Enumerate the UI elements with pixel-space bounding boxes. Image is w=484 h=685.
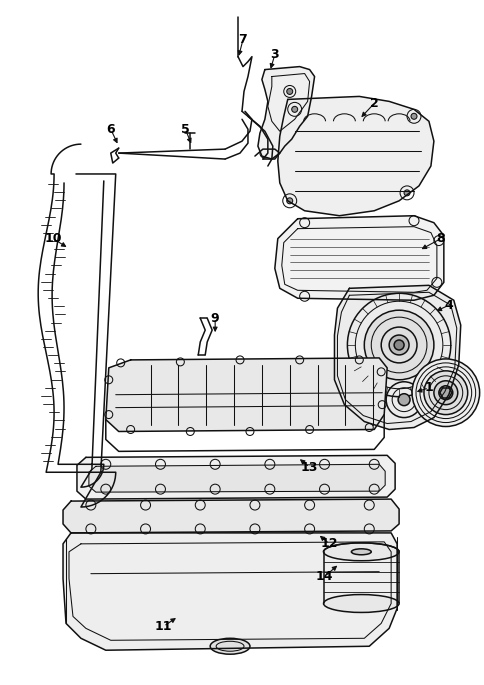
Polygon shape <box>106 358 386 432</box>
Polygon shape <box>89 464 384 492</box>
Text: 4: 4 <box>443 299 452 312</box>
Text: 11: 11 <box>154 620 172 633</box>
Text: 10: 10 <box>44 232 62 245</box>
Text: 7: 7 <box>238 34 247 47</box>
Circle shape <box>410 113 416 119</box>
Ellipse shape <box>323 595 398 612</box>
Circle shape <box>286 88 292 95</box>
Circle shape <box>438 386 452 399</box>
Polygon shape <box>257 66 314 159</box>
Circle shape <box>286 198 292 204</box>
Polygon shape <box>63 533 396 650</box>
Text: 9: 9 <box>211 312 219 325</box>
Polygon shape <box>77 456 394 499</box>
Circle shape <box>423 371 467 414</box>
Circle shape <box>291 106 297 112</box>
Ellipse shape <box>350 549 370 555</box>
Circle shape <box>433 381 457 405</box>
Polygon shape <box>277 97 433 216</box>
Polygon shape <box>63 499 398 533</box>
Circle shape <box>388 335 408 355</box>
Text: 12: 12 <box>320 537 337 550</box>
Ellipse shape <box>210 638 249 654</box>
Ellipse shape <box>323 543 398 561</box>
Text: 3: 3 <box>270 48 279 61</box>
Text: 2: 2 <box>369 97 378 110</box>
Text: 13: 13 <box>300 461 318 474</box>
Text: 8: 8 <box>436 232 444 245</box>
Text: 6: 6 <box>106 123 115 136</box>
Text: 5: 5 <box>181 123 189 136</box>
Circle shape <box>397 394 409 406</box>
Polygon shape <box>334 286 460 429</box>
Text: 14: 14 <box>315 570 333 583</box>
Circle shape <box>411 359 479 427</box>
Circle shape <box>363 310 433 379</box>
Circle shape <box>393 340 403 350</box>
Circle shape <box>403 190 409 196</box>
Polygon shape <box>274 216 443 300</box>
Text: 1: 1 <box>424 382 432 395</box>
